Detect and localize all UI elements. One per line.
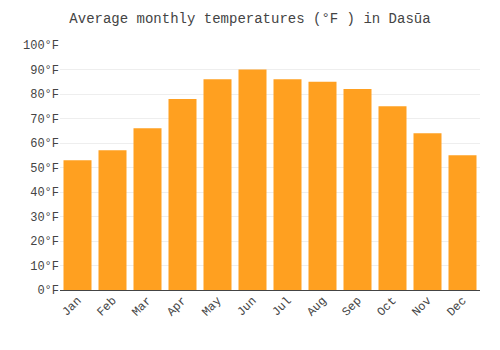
svg-text:100°F: 100°F [23,39,59,53]
svg-text:Aug: Aug [304,294,329,319]
svg-text:Dec: Dec [444,294,469,319]
svg-text:70°F: 70°F [30,113,59,127]
svg-text:60°F: 60°F [30,137,59,151]
svg-text:50°F: 50°F [30,162,59,176]
svg-text:0°F: 0°F [37,284,59,298]
svg-text:Average monthly temperatures (: Average monthly temperatures (°F ) in Da… [69,11,430,27]
svg-text:Jan: Jan [59,294,84,319]
svg-text:Sep: Sep [339,294,364,319]
svg-text:40°F: 40°F [30,186,59,200]
svg-text:Oct: Oct [374,294,399,319]
svg-text:Jul: Jul [269,294,294,319]
svg-text:Feb: Feb [94,294,119,319]
svg-text:90°F: 90°F [30,64,59,78]
svg-text:Mar: Mar [129,294,154,319]
svg-text:Nov: Nov [409,294,434,319]
svg-text:10°F: 10°F [30,260,59,274]
svg-text:May: May [199,294,224,319]
svg-text:30°F: 30°F [30,211,59,225]
svg-text:Jun: Jun [234,294,259,319]
svg-text:Apr: Apr [164,294,189,319]
svg-text:80°F: 80°F [30,88,59,102]
svg-text:20°F: 20°F [30,235,59,249]
